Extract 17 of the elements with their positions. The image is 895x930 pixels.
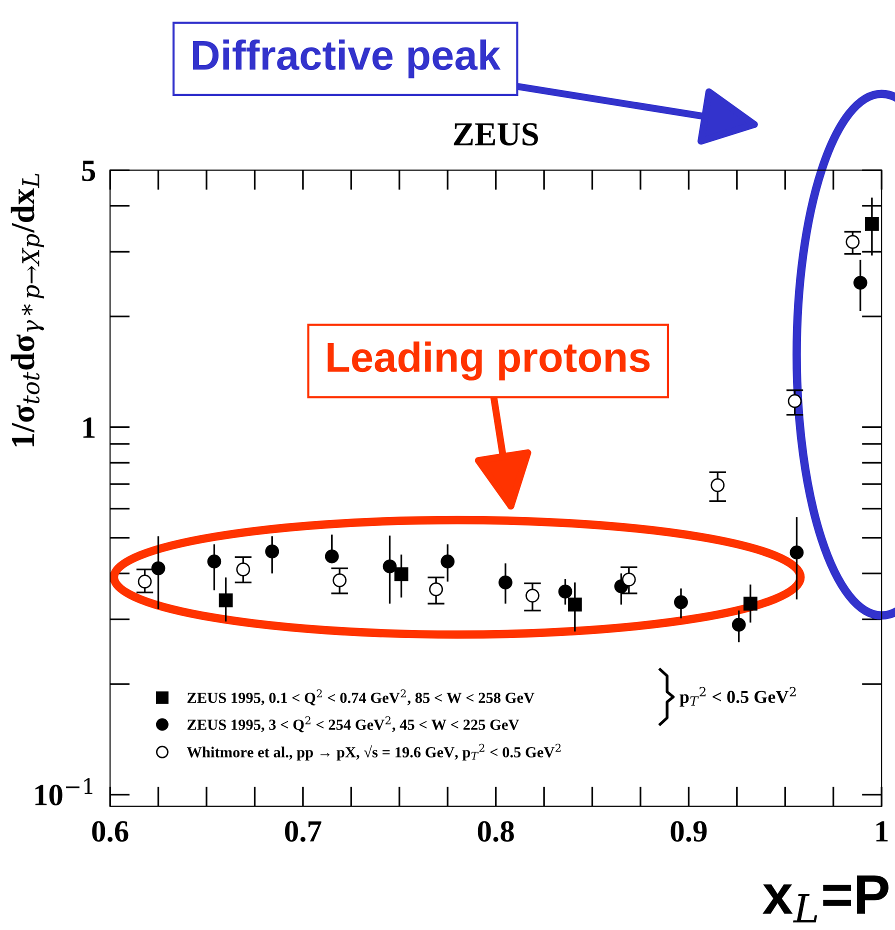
y-axis-title: 1/σ$_{tot}$dσ$_{γ*p→Xp}$/dx$_{L}$ — [10, 174, 44, 446]
legend-label: Whitmore et al., pp → pX, √s = 19.6 GeV, p$_{T}$$^{2}$ < 0.5 GeV$^{2}$ — [186, 744, 561, 761]
annotation: Leading protons — [328, 342, 650, 381]
y-tick-label: 5 — [82, 160, 96, 182]
y-tick-label: 10$^{−1}$ — [35, 778, 92, 806]
x-tick-label: 0.8 — [478, 821, 514, 842]
legend-label: ZEUS 1995, 0.1 < Q$^{2}$ < 0.74 GeV$^{2}$, 85 < W < 258 GeV — [187, 689, 534, 706]
x-axis-title: x$_{L}$=P — [762, 875, 888, 922]
annotation: p$_{T}$$^{2}$ < 0.5 GeV$^{2}$ — [680, 686, 796, 707]
x-tick-label: 1 — [876, 821, 888, 842]
text: Diffractive peak — [193, 39, 501, 78]
x-tick-label: 0.9 — [670, 821, 707, 842]
legend-label: ZEUS 1995, 3 < Q$^{2}$ < 254 GeV$^{2}$, 45 < W < 225 GeV — [187, 716, 520, 732]
chart-title: ZEUS — [454, 123, 538, 146]
y-tick-label: 1 — [83, 418, 95, 438]
x-tick-label: 0.6 — [92, 821, 128, 842]
x-tick-label: 0.7 — [285, 821, 322, 842]
